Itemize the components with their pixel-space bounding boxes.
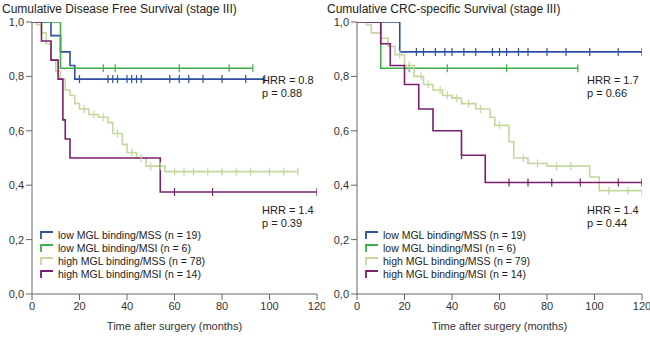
svg-text:0: 0 (354, 300, 360, 312)
svg-text:1,0: 1,0 (334, 16, 349, 28)
html-text:Cumulative Disease Free Surviv: Cumulative Disease Free Survival (stage … (2, 2, 237, 16)
svg-text:Time after surgery (months): Time after surgery (months) (107, 320, 242, 332)
html-text:p = 0.88: p = 0.88 (262, 87, 303, 99)
html-text:low MGL binding/MSS (n = 19): low MGL binding/MSS (n = 19) (58, 228, 201, 241)
html-text:HRR = 0.8: HRR = 0.8 (262, 74, 314, 86)
svg-text:0,0: 0,0 (9, 288, 24, 300)
html-text:high MGL binding/MSI (n = 14): high MGL binding/MSI (n = 14) (58, 267, 201, 280)
svg-text:0,8: 0,8 (334, 70, 349, 82)
svg-text:20: 20 (398, 300, 410, 312)
svg-text:0,2: 0,2 (9, 234, 24, 246)
svg-text:80: 80 (216, 300, 228, 312)
svg-text:0,6: 0,6 (9, 125, 24, 137)
html-text:HRR = 1.7: HRR = 1.7 (587, 74, 639, 86)
html-text:low MGL binding/MSS (n = 19): low MGL binding/MSS (n = 19) (383, 228, 526, 241)
html-text:p = 0.66: p = 0.66 (587, 87, 628, 99)
svg-text:120: 120 (633, 300, 642, 312)
html-text:Cumulative CRC-specific Surviv: Cumulative CRC-specific Survival (stage … (327, 2, 561, 16)
html-text:low MGL binding/MSI (n = 6): low MGL binding/MSI (n = 6) (58, 241, 191, 254)
html-text:p = 0.39: p = 0.39 (262, 217, 303, 229)
svg-text:0,0: 0,0 (334, 288, 349, 300)
svg-text:0,6: 0,6 (334, 125, 349, 137)
svg-text:0,4: 0,4 (9, 179, 24, 191)
svg-text:40: 40 (446, 300, 458, 312)
svg-text:1,0: 1,0 (9, 16, 24, 28)
svg-text:100: 100 (585, 300, 603, 312)
svg-text:60: 60 (168, 300, 180, 312)
svg-text:0: 0 (29, 300, 35, 312)
svg-text:60: 60 (493, 300, 505, 312)
svg-text:0,4: 0,4 (334, 179, 349, 191)
svg-text:100: 100 (260, 300, 278, 312)
svg-text:80: 80 (541, 300, 553, 312)
html-text:low MGL binding/MSI (n = 6): low MGL binding/MSI (n = 6) (383, 241, 516, 254)
svg-text:120: 120 (308, 300, 325, 312)
svg-text:0,8: 0,8 (9, 70, 24, 82)
svg-text:Time after surgery (months): Time after surgery (months) (432, 320, 567, 332)
html-text:p = 0.44: p = 0.44 (587, 217, 628, 229)
svg-text:20: 20 (73, 300, 85, 312)
html-text:HRR = 1.4: HRR = 1.4 (262, 204, 314, 216)
html-text:HRR = 1.4: HRR = 1.4 (587, 204, 639, 216)
html-text:high MGL binding/MSS (n = 79): high MGL binding/MSS (n = 79) (383, 254, 530, 267)
svg-text:40: 40 (121, 300, 133, 312)
html-text:high MGL binding/MSI (n = 14): high MGL binding/MSI (n = 14) (383, 267, 526, 280)
html-text:high MGL binding/MSS (n = 78): high MGL binding/MSS (n = 78) (58, 254, 205, 267)
svg-text:0,2: 0,2 (334, 234, 349, 246)
